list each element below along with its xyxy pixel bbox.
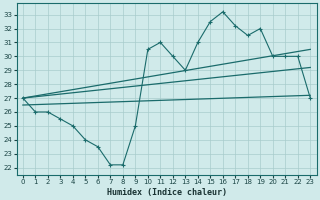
X-axis label: Humidex (Indice chaleur): Humidex (Indice chaleur) (107, 188, 227, 197)
